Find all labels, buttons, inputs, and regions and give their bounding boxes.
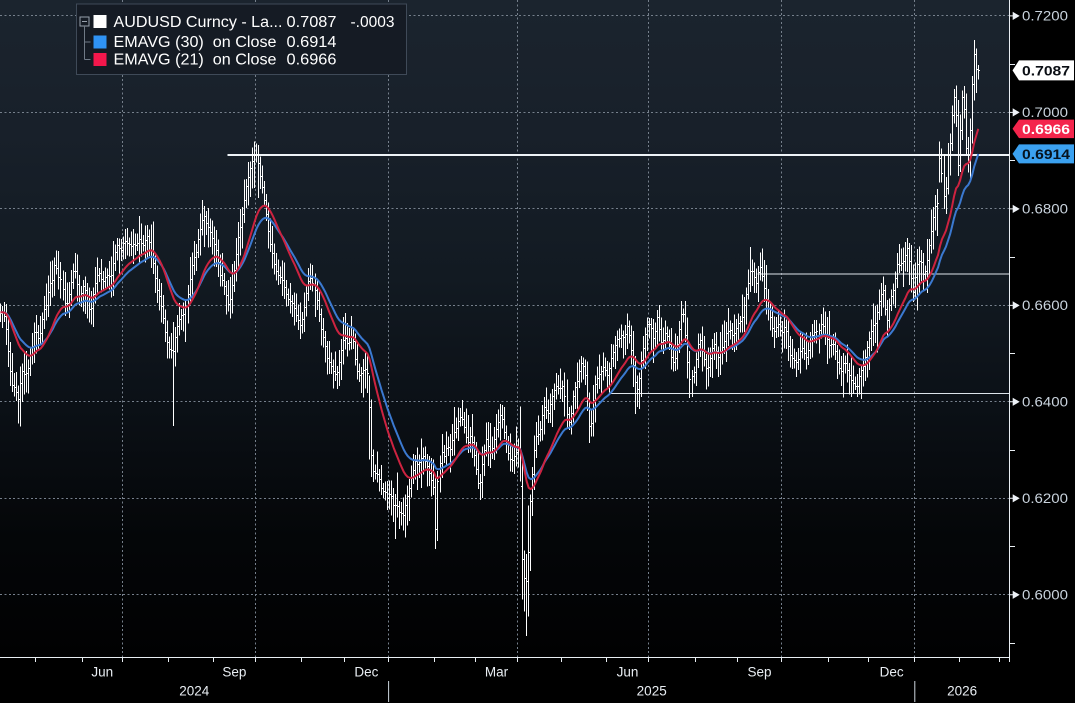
svg-text:0.6600: 0.6600 <box>1022 298 1068 313</box>
svg-text:0.6400: 0.6400 <box>1022 394 1068 409</box>
svg-text:Mar: Mar <box>485 665 509 680</box>
svg-text:0.7000: 0.7000 <box>1022 105 1068 120</box>
svg-text:0.7087: 0.7087 <box>1022 63 1070 78</box>
svg-text:Jun: Jun <box>91 665 113 680</box>
svg-text:0.7200: 0.7200 <box>1022 8 1068 23</box>
svg-text:AUDUSD Curncy - La...: AUDUSD Curncy - La... <box>114 14 283 31</box>
svg-text:Jun: Jun <box>617 665 639 680</box>
svg-text:0.6800: 0.6800 <box>1022 201 1068 216</box>
svg-text:EMAVG (21) on Close: EMAVG (21) on Close <box>114 52 277 69</box>
svg-text:2025: 2025 <box>637 684 667 699</box>
svg-text:EMAVG (30) on Close: EMAVG (30) on Close <box>114 34 277 51</box>
svg-text:Sep: Sep <box>222 665 246 680</box>
svg-text:0.6914: 0.6914 <box>287 34 337 51</box>
svg-text:2024: 2024 <box>179 684 210 699</box>
svg-text:Dec: Dec <box>880 665 904 680</box>
svg-text:Dec: Dec <box>354 665 378 680</box>
svg-text:0.6000: 0.6000 <box>1022 587 1068 602</box>
svg-text:-.0003: -.0003 <box>351 14 395 31</box>
svg-text:2026: 2026 <box>947 684 977 699</box>
svg-text:0.6200: 0.6200 <box>1022 491 1068 506</box>
svg-text:0.6914: 0.6914 <box>1022 147 1070 162</box>
svg-text:0.6966: 0.6966 <box>287 52 337 69</box>
svg-text:0.6966: 0.6966 <box>1022 122 1070 137</box>
svg-text:Sep: Sep <box>747 665 771 680</box>
svg-text:0.7087: 0.7087 <box>287 14 337 31</box>
